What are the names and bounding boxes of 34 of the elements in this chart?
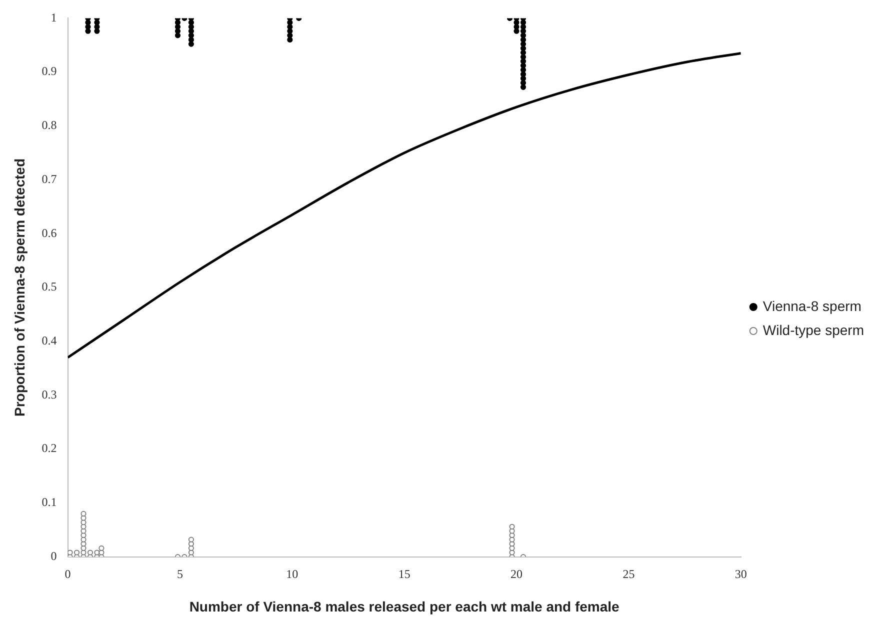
point (68, 550, 73, 556)
y-tick-label: 0.3 (42, 387, 57, 402)
point (80, 510, 86, 517)
legend-label: Wild-type sperm (762, 322, 864, 338)
point (188, 32, 194, 38)
x-tick-label: 10 (286, 567, 298, 582)
y-tick-label: 0.1 (42, 495, 57, 510)
y-tick-label: 0.7 (42, 172, 57, 186)
y-tick-label: 0.9 (42, 64, 57, 78)
x-tick-label: 20 (510, 567, 523, 582)
point (520, 32, 526, 38)
x-tick-label: 5 (176, 567, 183, 582)
x-tick-label: 30 (734, 567, 747, 582)
y-tick-label: 1 (50, 10, 57, 24)
y-tick-label: 0.6 (42, 226, 57, 240)
point (87, 550, 94, 556)
y-tick-label: 0.2 (42, 441, 57, 456)
point (80, 520, 86, 526)
line-series (68, 52, 741, 359)
x-axis-title: Number of Vienna-8 males released per each wt male and female (189, 598, 620, 614)
y-tick-label: 0 (50, 548, 57, 563)
x-tick-label: 25 (622, 567, 635, 582)
y-tick-label: 0.8 (42, 118, 57, 132)
x-tick-label: 15 (398, 567, 410, 582)
point (174, 32, 181, 38)
y-axis-title: Proportion of Vienna-8 sperm detected (11, 158, 28, 417)
y-tick-label: 0.4 (42, 334, 57, 348)
point (188, 536, 194, 542)
legend-label: Vienna-8 sperm (762, 298, 862, 314)
point (509, 524, 515, 530)
y-tick-label: 0.5 (42, 280, 57, 294)
point (74, 550, 80, 556)
point (98, 545, 104, 551)
x-tick-label: 0 (64, 567, 71, 582)
